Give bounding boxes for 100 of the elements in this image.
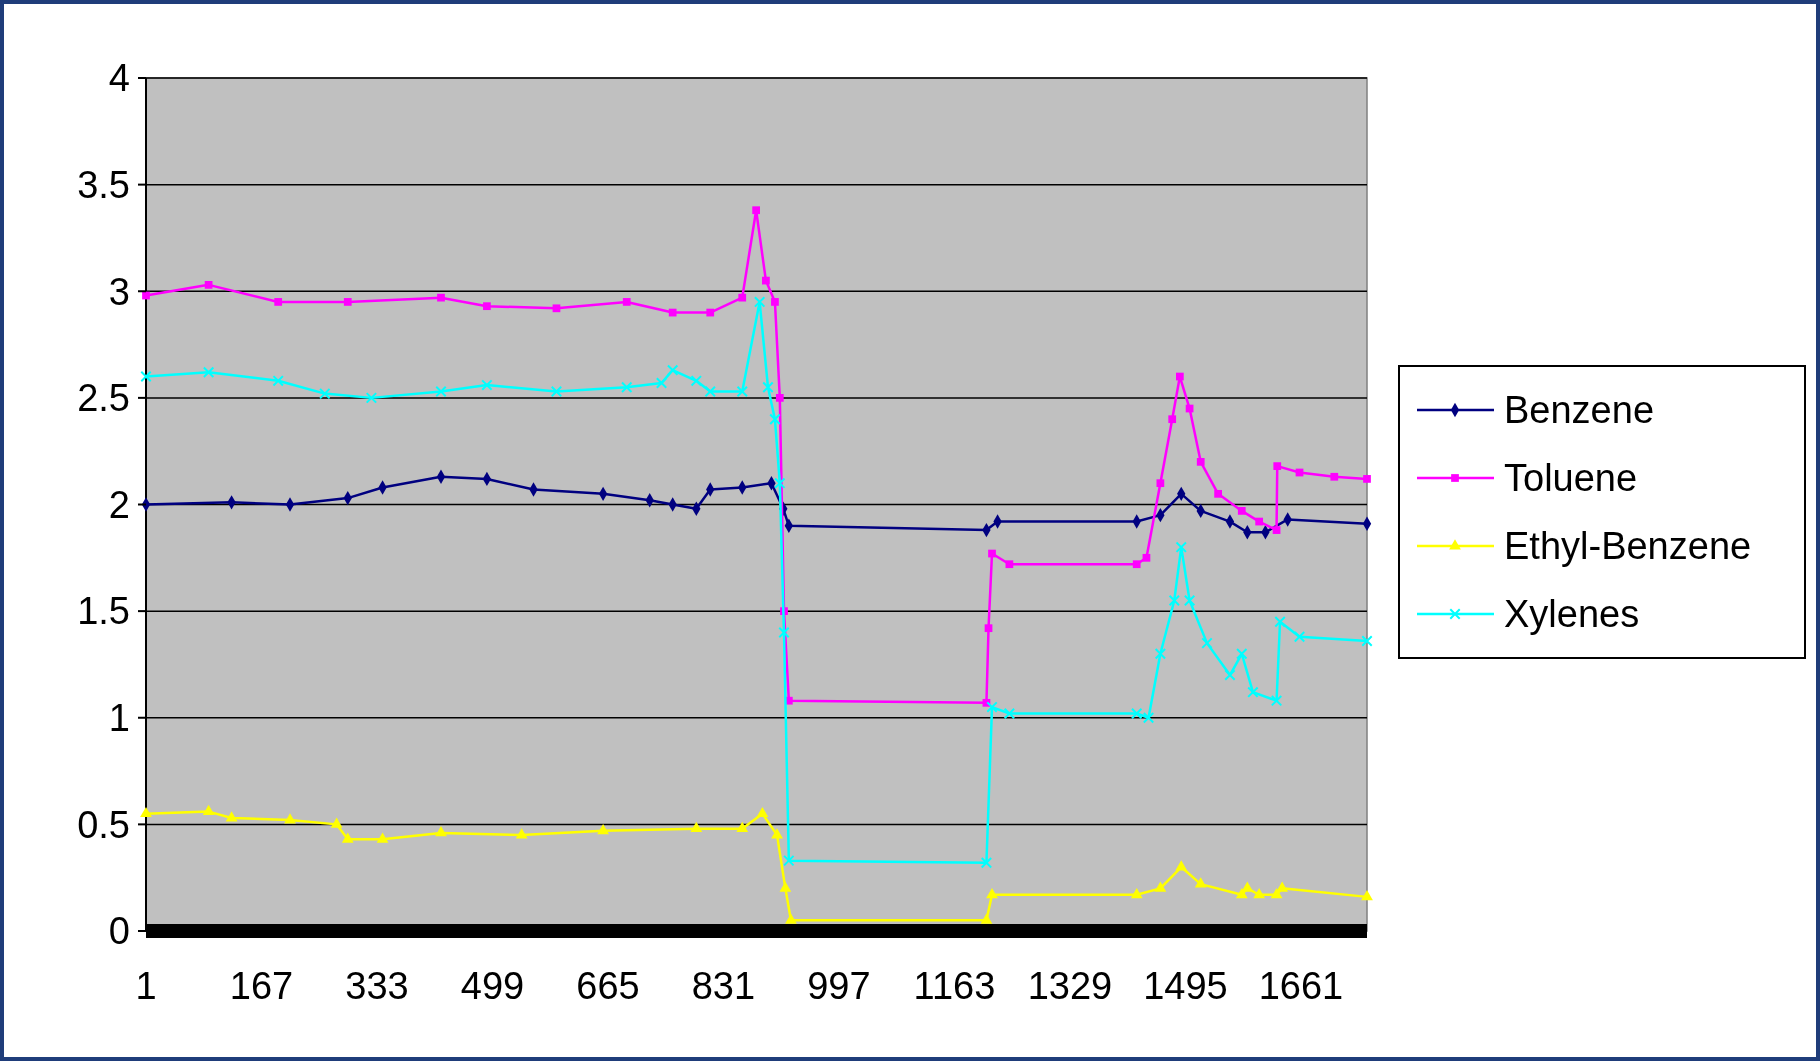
point xyxy=(140,370,152,383)
point xyxy=(752,206,761,215)
y-tick-label: 2.5 xyxy=(77,377,130,420)
point xyxy=(202,804,215,815)
point xyxy=(1168,594,1181,607)
point xyxy=(980,857,993,869)
point xyxy=(783,854,795,867)
point xyxy=(980,913,993,924)
point xyxy=(1214,489,1222,498)
point xyxy=(771,298,779,306)
point xyxy=(1272,526,1281,534)
point xyxy=(984,624,993,633)
point xyxy=(1273,462,1282,470)
point xyxy=(706,308,715,317)
point xyxy=(785,913,797,924)
point xyxy=(771,828,783,839)
point xyxy=(762,276,770,285)
point xyxy=(769,413,781,425)
point xyxy=(1253,887,1266,899)
point xyxy=(1255,517,1264,526)
point xyxy=(483,302,491,311)
point xyxy=(341,832,354,843)
x-tick-label: 167 xyxy=(229,965,294,1007)
point xyxy=(365,392,378,404)
point xyxy=(762,381,774,393)
point xyxy=(1142,553,1151,562)
legend-label: Xylenes xyxy=(1504,593,1640,636)
point xyxy=(704,385,716,398)
point xyxy=(435,826,447,837)
legend-label: Ethyl-Benzene xyxy=(1504,525,1752,568)
point xyxy=(343,298,352,306)
point xyxy=(1270,694,1283,707)
point xyxy=(597,823,609,835)
x-tick-label: 1 xyxy=(135,965,157,1007)
point xyxy=(1132,560,1141,569)
point xyxy=(756,806,769,818)
point xyxy=(1224,669,1236,681)
point xyxy=(775,394,784,402)
point xyxy=(1293,630,1306,643)
y-tick-label: 0.5 xyxy=(77,803,130,846)
point xyxy=(376,832,389,843)
point xyxy=(142,291,150,300)
point xyxy=(736,385,748,398)
point xyxy=(1168,415,1177,424)
point xyxy=(1361,635,1373,647)
point xyxy=(1175,372,1184,381)
x-tick-label: 997 xyxy=(807,965,871,1007)
point xyxy=(1005,560,1014,569)
point xyxy=(779,881,792,892)
point xyxy=(319,387,331,400)
x-tick-label: 333 xyxy=(345,965,409,1007)
point xyxy=(1270,887,1283,899)
point xyxy=(284,813,296,824)
point xyxy=(1130,707,1143,720)
x-tick-label: 1329 xyxy=(1027,965,1113,1007)
point xyxy=(225,811,238,822)
point xyxy=(1330,472,1339,481)
y-tick-label: 4 xyxy=(108,57,130,100)
point xyxy=(1175,541,1187,553)
point xyxy=(435,385,447,398)
point xyxy=(1196,457,1205,466)
y-tick-label: 3 xyxy=(108,270,130,313)
y-tick-label: 3.5 xyxy=(77,163,130,206)
point xyxy=(1194,877,1207,888)
x-tick-label: 1661 xyxy=(1258,965,1344,1007)
y-tick-label: 2 xyxy=(108,483,130,526)
point xyxy=(690,821,703,833)
point xyxy=(1201,637,1213,649)
point xyxy=(272,375,284,387)
point xyxy=(204,280,213,289)
point xyxy=(1247,686,1259,698)
point xyxy=(1003,707,1016,720)
point xyxy=(1274,616,1286,628)
point xyxy=(655,377,668,389)
x-tick-label: 831 xyxy=(691,965,756,1007)
point xyxy=(202,366,215,379)
point xyxy=(736,821,749,833)
point xyxy=(330,817,343,828)
point xyxy=(1130,887,1143,899)
point xyxy=(668,308,677,317)
x-tick-label: 1495 xyxy=(1143,965,1228,1007)
point xyxy=(1276,881,1289,892)
x-tick-label: 1163 xyxy=(913,965,996,1007)
y-tick-label: 1.5 xyxy=(77,590,130,633)
point xyxy=(552,304,561,313)
point xyxy=(140,806,152,818)
point xyxy=(690,375,703,387)
point xyxy=(738,293,747,302)
point xyxy=(550,385,563,398)
legend-label: Toluene xyxy=(1504,457,1638,500)
point xyxy=(1237,507,1246,515)
point xyxy=(1361,890,1373,901)
x-tick-label: 665 xyxy=(576,965,640,1007)
point xyxy=(778,626,790,639)
point xyxy=(1235,887,1248,899)
point xyxy=(622,298,631,306)
point xyxy=(1175,860,1188,871)
point xyxy=(753,296,766,308)
y-tick-label: 0 xyxy=(108,910,130,953)
point xyxy=(1363,475,1371,483)
